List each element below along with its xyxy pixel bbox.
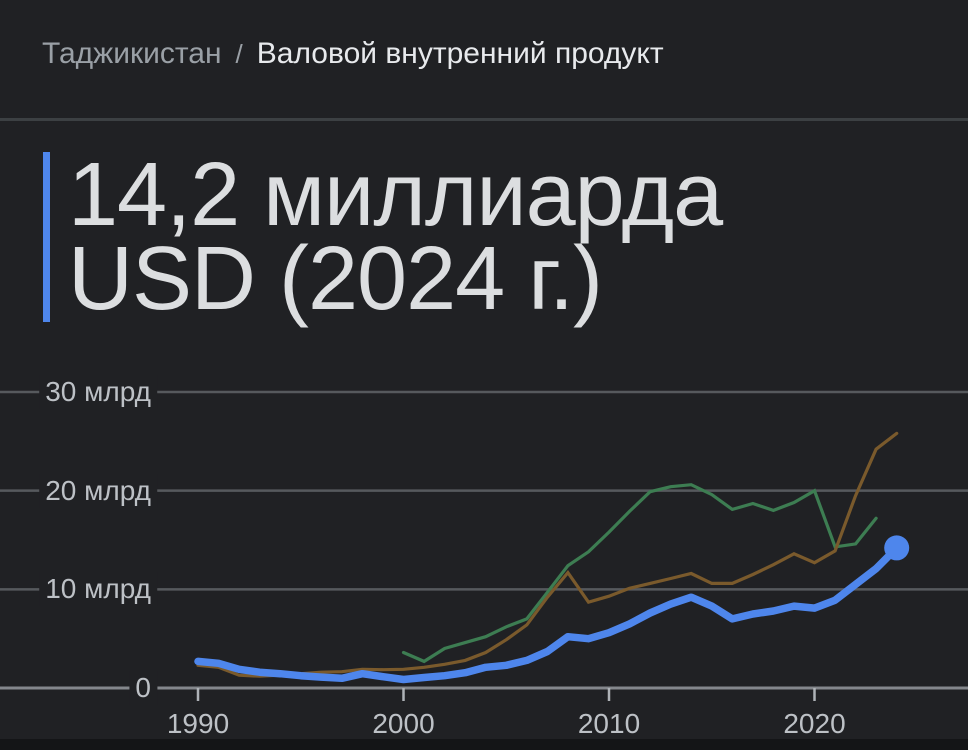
stat-value-line1: 14,2 миллиарда [68, 145, 723, 245]
y-axis-label: 10 млрд [39, 572, 157, 607]
x-axis-label: 2020 [783, 708, 846, 739]
stat-value-line2: USD (2024 г.) [68, 229, 603, 329]
breadcrumb-country[interactable]: Таджикистан [42, 37, 222, 70]
y-axis-label: 30 млрд [39, 374, 157, 409]
series-line-Таджикистан [194, 544, 901, 684]
header-divider [0, 118, 968, 121]
breadcrumb-metric: Валовой внутренний продукт [256, 37, 664, 70]
y-axis-label: 20 млрд [39, 473, 157, 508]
breadcrumb-separator-icon: / [235, 39, 243, 69]
series-line-unlabeled-brown [196, 431, 899, 678]
x-axis-label: 2010 [577, 708, 641, 739]
x-axis-label: 1990 [166, 708, 230, 739]
series-line-unlabeled-green [401, 483, 878, 664]
breadcrumb: Таджикистан / Валовой внутренний продукт [42, 36, 664, 72]
stat-value: 14,2 миллиарда USD (2024 г.) [68, 145, 723, 329]
x-axis-label: 2000 [372, 708, 435, 739]
stat-accent-bar [43, 152, 50, 322]
current-value-dot [884, 535, 910, 561]
bottom-strip [0, 739, 968, 750]
y-axis-label: 0 [129, 671, 157, 705]
